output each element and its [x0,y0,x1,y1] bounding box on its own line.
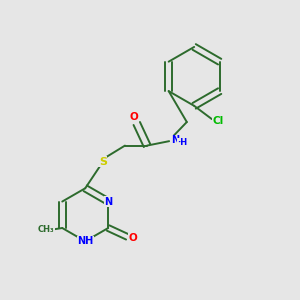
Text: N: N [171,135,179,145]
Text: CH₃: CH₃ [38,225,54,234]
Text: O: O [129,112,138,122]
Text: NH: NH [77,236,93,246]
Text: Cl: Cl [213,116,224,126]
Text: ·H: ·H [177,138,187,147]
Text: N: N [104,196,112,206]
Text: S: S [99,157,107,167]
Text: O: O [128,233,137,243]
